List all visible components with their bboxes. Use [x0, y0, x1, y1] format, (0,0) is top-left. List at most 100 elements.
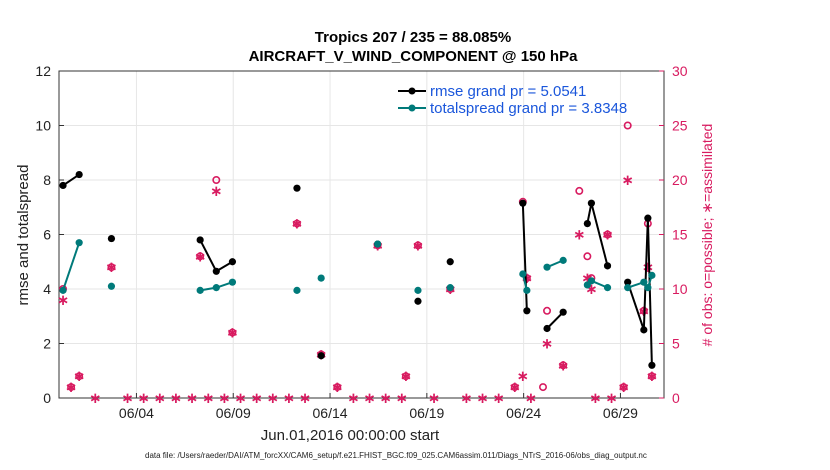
obs-zero-marker: ∗ — [396, 390, 409, 407]
spread-point — [107, 282, 116, 290]
obs-possible-point — [401, 372, 410, 381]
right-tick-label: 20 — [672, 172, 688, 188]
right-tick-label: 15 — [672, 227, 688, 243]
data-file-footer: data file: /Users/raeder/DAI/ATM_forcXX/… — [145, 451, 647, 460]
rmse-point — [107, 234, 116, 243]
obs-zero-marker: ∗ — [283, 390, 296, 407]
spread-point — [543, 263, 551, 271]
legend-label-rmse: rmse grand pr = 5.0541 — [430, 83, 586, 100]
obs-assimilated-point: ∗ — [331, 379, 344, 396]
right-tick-label: 10 — [672, 281, 688, 297]
obs-zero-marker: ∗ — [525, 390, 538, 407]
obs-zero-marker: ∗ — [234, 390, 247, 407]
rmse-point — [519, 199, 527, 207]
obs-possible-point — [619, 383, 628, 392]
obs-possible-point — [413, 241, 422, 250]
obs-zero-marker: ∗ — [428, 390, 441, 407]
y-tick-label: 2 — [43, 336, 51, 352]
rmse-segment — [199, 239, 218, 272]
right-tick-label: 0 — [672, 390, 680, 406]
spread-point — [446, 284, 454, 292]
obs-zero-marker: ∗ — [137, 390, 150, 407]
rmse-point — [228, 258, 237, 266]
obs-zero-marker: ∗ — [154, 390, 167, 407]
rmse-point — [196, 236, 204, 244]
obs-possible-point — [292, 219, 301, 228]
obs-assimilated-point: ∗ — [601, 227, 614, 244]
rmse-point — [587, 199, 596, 207]
obs-zero-marker: ∗ — [363, 390, 376, 407]
obs-assimilated-point: ∗ — [57, 292, 70, 309]
x-tick-label: 06/04 — [119, 405, 154, 421]
spread-point — [519, 270, 527, 278]
series-lines — [59, 170, 656, 369]
obs-zero-marker: ∗ — [605, 390, 618, 407]
obs-zero-marker: ∗ — [218, 390, 231, 407]
obs-assimilated-point: ∗ — [226, 325, 239, 342]
x-tick-label: 06/19 — [409, 405, 444, 421]
obs-possible-point — [623, 121, 632, 130]
obs-possible-point — [575, 186, 584, 195]
obs-zero-marker: ∗ — [202, 390, 215, 407]
obs-assimilated-point: ∗ — [412, 237, 425, 254]
right-axis-label: # of obs: o=possible; ∗=assimilated — [699, 124, 715, 347]
obs-assimilated-point: ∗ — [210, 183, 223, 200]
spread-point — [212, 284, 220, 292]
spread-point — [640, 278, 648, 286]
chart-title-line2: AIRCRAFT_V_WIND_COMPONENT @ 150 hPa — [249, 48, 579, 65]
rmse-point — [559, 308, 567, 316]
chart-title-line1: Tropics 207 / 235 = 88.085% — [315, 29, 511, 46]
obs-zero-marker: ∗ — [347, 390, 360, 407]
rmse-point — [414, 297, 422, 305]
obs-zero-marker: ∗ — [492, 390, 505, 407]
obs-assimilated-point: ∗ — [621, 172, 634, 189]
obs-possible-point — [538, 383, 547, 392]
rmse-point — [317, 352, 325, 360]
rmse-segment — [646, 218, 653, 366]
obs-zero-marker: ∗ — [121, 390, 134, 407]
y-tick-label: 6 — [43, 227, 51, 243]
obs-assimilated-point: ∗ — [646, 368, 659, 385]
spread-point — [414, 286, 422, 294]
obs-possible-point — [107, 263, 116, 272]
obs-zero-marker: ∗ — [266, 390, 279, 407]
rmse-point — [644, 214, 652, 222]
right-axis-ticks: 0 5 10 15 20 25 30 — [659, 63, 688, 406]
obs-assimilated-point: ∗ — [65, 379, 78, 396]
obs-possible-point — [228, 328, 237, 337]
x-axis-label: Jun.01,2016 00:00:00 start — [261, 427, 440, 444]
obs-zero-marker: ∗ — [476, 390, 489, 407]
obs-possible-point — [559, 361, 568, 370]
spread-point — [317, 274, 325, 282]
obs-possible-point — [212, 176, 221, 185]
legend: rmse grand pr = 5.0541 totalspread grand… — [398, 83, 627, 117]
obs-zero-marker: ∗ — [89, 390, 102, 407]
rmse-point — [624, 278, 632, 286]
obs-assimilated-point: ∗ — [557, 357, 570, 374]
rmse-segment — [546, 311, 564, 330]
x-tick-label: 06/29 — [603, 405, 638, 421]
obs-assimilated-point: ∗ — [291, 216, 304, 233]
obs-possible-point — [603, 230, 612, 239]
spread-point — [603, 284, 612, 292]
y-tick-label: 10 — [35, 118, 51, 134]
spread-point — [374, 240, 382, 248]
spread-point — [648, 271, 656, 279]
legend-marker-rmse — [408, 87, 416, 95]
obs-assimilated-point: ∗ — [73, 368, 86, 385]
spread-point — [523, 286, 531, 294]
obs-zero-marker: ∗ — [250, 390, 263, 407]
obs-zero-marker: ∗ — [299, 390, 312, 407]
spread-point — [196, 286, 204, 294]
obs-zero-marker: ∗ — [589, 390, 602, 407]
x-tick-label: 06/09 — [216, 405, 251, 421]
spread-point — [559, 256, 567, 264]
obs-count-markers: ∗ ∗ ∗ ∗ ∗ ∗ ∗ ∗ ∗ ∗ ∗ ∗ ∗ ∗ ∗ ∗ ∗ ∗ ∗ ∗ ∗ ∗ ∗ ∗∗∗∗∗∗∗∗∗∗∗∗∗∗∗∗∗… — [57, 121, 659, 407]
right-tick-label: 30 — [672, 63, 688, 79]
obs-possible-point — [75, 372, 84, 381]
rmse-point — [446, 258, 454, 266]
y-tick-label: 8 — [43, 172, 51, 188]
x-tick-label: 06/14 — [313, 405, 348, 421]
obs-zero-marker: ∗ — [170, 390, 183, 407]
